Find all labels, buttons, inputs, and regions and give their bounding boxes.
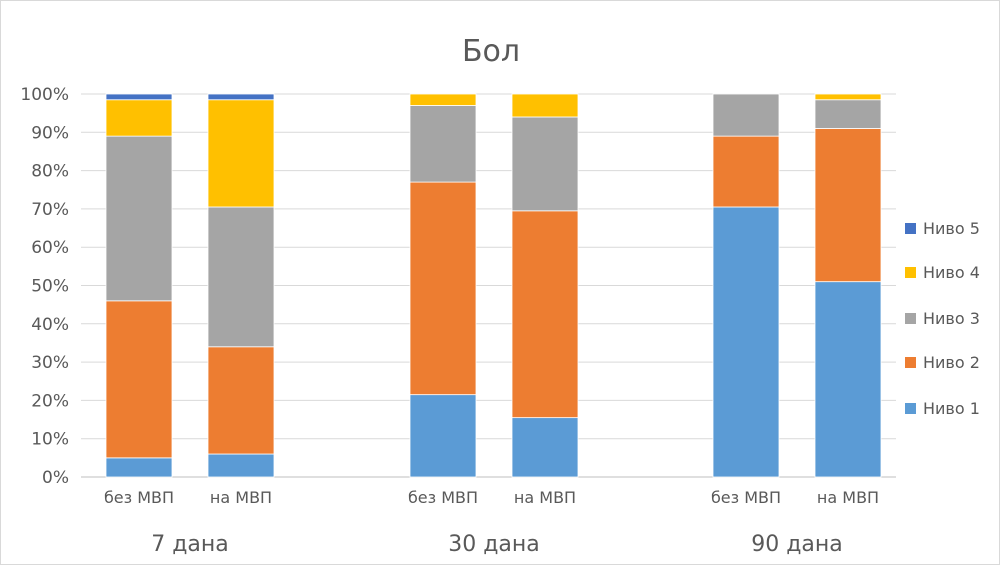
bar-segment — [409, 93, 477, 106]
y-tick-label: 60% — [31, 238, 69, 258]
y-tick-label: 90% — [31, 123, 69, 143]
legend-swatch — [905, 313, 916, 324]
legend-swatch — [905, 403, 916, 414]
y-tick-label: 50% — [31, 277, 69, 297]
legend-label: Ниво 5 — [923, 219, 980, 238]
y-tick-label: 100% — [20, 85, 69, 105]
bar-segment — [409, 181, 477, 396]
bar-segment — [712, 206, 780, 478]
bar-segment — [105, 457, 173, 478]
bar-segment — [409, 394, 477, 478]
bar-segment — [105, 99, 173, 137]
bars — [105, 93, 882, 478]
category-label: без МВП — [711, 488, 781, 507]
category-label: на МВП — [514, 488, 576, 507]
category-label: без МВП — [104, 488, 174, 507]
x-axis-labels: без МВП на МВП без МВП на МВП без МВП на МВП 7… — [104, 488, 879, 557]
category-label: на МВП — [210, 488, 272, 507]
category-label: на МВП — [817, 488, 879, 507]
bar-segment — [105, 93, 173, 101]
bar-segment — [511, 210, 579, 419]
category-label: без МВП — [408, 488, 478, 507]
y-tick-label: 20% — [31, 391, 69, 411]
bar-segment — [207, 346, 275, 455]
group-label: 7 дана — [151, 532, 229, 557]
bar-segment — [511, 93, 579, 118]
legend-label: Ниво 2 — [923, 353, 980, 372]
bar-segment — [814, 99, 882, 129]
y-tick-label: 30% — [31, 353, 69, 373]
bar-segment — [511, 417, 579, 478]
legend-label: Ниво 1 — [923, 399, 980, 418]
y-tick-label: 10% — [31, 430, 69, 450]
legend: Ниво 5 Ниво 4 Ниво 3 Ниво 2 Ниво 1 — [905, 219, 980, 418]
y-tick-label: 70% — [31, 200, 69, 220]
chart-title: Бол — [462, 34, 520, 69]
bar-segment — [712, 93, 780, 137]
y-tick-label: 40% — [31, 315, 69, 335]
legend-swatch — [905, 223, 916, 234]
bar-segment — [814, 281, 882, 478]
bar-segment — [814, 128, 882, 283]
bar-segment — [814, 93, 882, 101]
legend-label: Ниво 3 — [923, 309, 980, 328]
bar-segment — [207, 453, 275, 478]
group-label: 30 дана — [448, 532, 540, 557]
legend-swatch — [905, 357, 916, 368]
bar-segment — [207, 93, 275, 101]
bar-segment — [511, 116, 579, 212]
legend-swatch — [905, 267, 916, 278]
bar-segment — [207, 206, 275, 348]
bar-segment — [207, 99, 275, 208]
bar-segment — [712, 135, 780, 208]
bar-segment — [105, 300, 173, 459]
y-axis-ticks: 0% 10% 20% 30% 40% 50% 60% 70% 80% 90% 100% — [20, 85, 69, 488]
legend-label: Ниво 4 — [923, 263, 980, 282]
group-label: 90 дана — [751, 532, 843, 557]
y-tick-label: 0% — [42, 468, 69, 488]
bar-segment — [409, 105, 477, 183]
y-tick-label: 80% — [31, 162, 69, 182]
bar-segment — [105, 135, 173, 302]
